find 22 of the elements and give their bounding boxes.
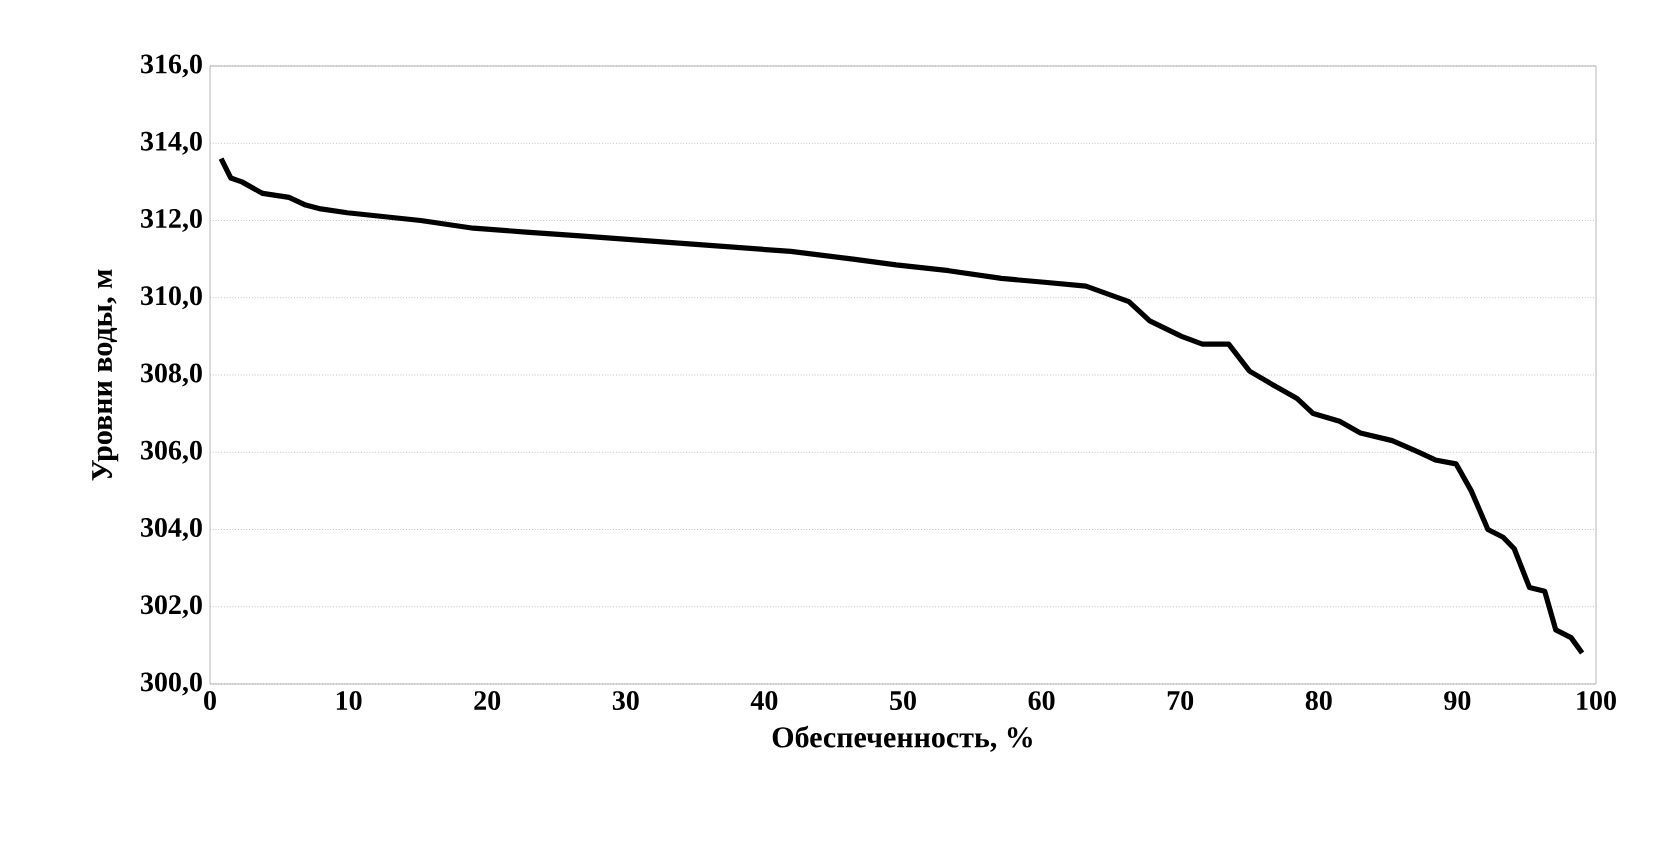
x-tick-label: 60 (1028, 691, 1055, 710)
y-tick-label: 312,0 (141, 209, 202, 232)
y-axis-title: Уровни воды, м (92, 269, 119, 481)
x-tick-label: 50 (890, 691, 916, 710)
y-tick-label: 302,0 (141, 595, 202, 619)
x-tick-label: 10 (336, 691, 362, 710)
x-tick-label: 90 (1444, 691, 1471, 710)
x-tick-label: 0 (204, 691, 216, 710)
x-tick-label: 20 (474, 691, 501, 710)
y-tick-label: 314,0 (141, 131, 202, 155)
y-tick-label: 316,0 (141, 54, 202, 78)
x-tick-label: 40 (750, 691, 778, 710)
x-tick-label: 100 (1577, 691, 1616, 710)
y-tick-label: 300,0 (141, 672, 202, 696)
x-tick-label: 30 (612, 691, 639, 710)
y-tick-label: 304,0 (141, 518, 202, 541)
y-tick-label: 306,0 (141, 440, 202, 464)
x-tick-label: 70 (1167, 691, 1194, 710)
y-tick-label: 308,0 (141, 363, 202, 387)
y-tick-label: 310,0 (141, 286, 202, 310)
x-tick-label: 80 (1305, 691, 1332, 710)
x-axis-title: Обеспеченность, % (772, 725, 1032, 752)
